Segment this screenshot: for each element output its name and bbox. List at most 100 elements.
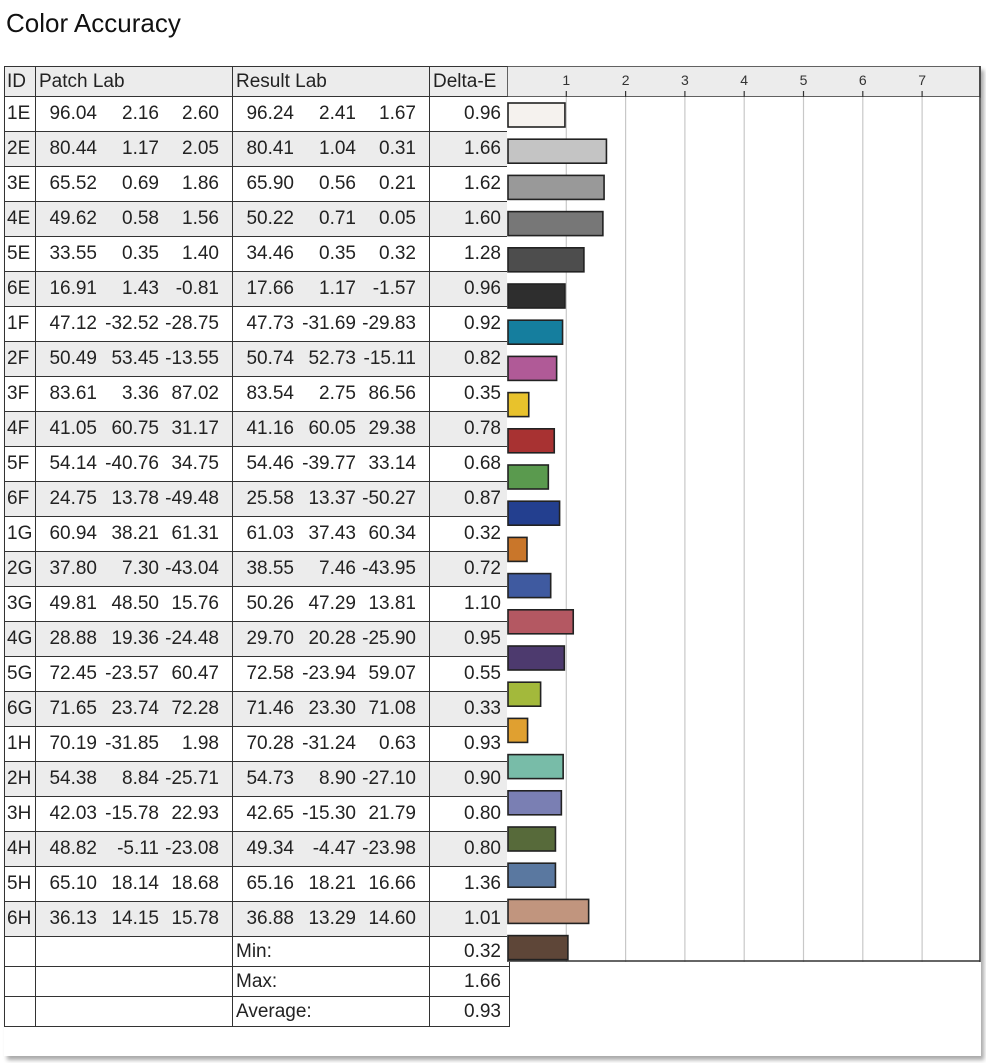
lab-value: 1.67: [379, 103, 416, 124]
lab-value: 60.94: [49, 523, 97, 544]
x-tick-label: 4: [740, 72, 748, 88]
lab-value: -5.11: [117, 838, 159, 859]
table-row: 2F 50.49 53.45 -13.55 50.74 52.73 -15.11 0.82: [4, 341, 510, 377]
lab-value: 13.81: [368, 593, 416, 614]
table-row: 6E 16.91 1.43 -0.81 17.66 1.17 -1.57 0.96: [4, 271, 510, 307]
bar-2G: [507, 572, 552, 599]
lab-value: 49.81: [49, 593, 97, 614]
lab-value: 1.04: [319, 138, 356, 159]
empty-cell: [35, 966, 233, 997]
summary-label: Min:: [232, 936, 430, 967]
result-lab-cell: 71.46 23.30 71.08: [232, 691, 430, 727]
patch-lab-cell: 36.13 14.15 15.78: [35, 901, 233, 937]
lab-value: 16.66: [368, 873, 416, 894]
table-row: 1E 96.04 2.16 2.60 96.24 2.41 1.67 0.96: [4, 96, 510, 132]
lab-value: 61.31: [171, 523, 219, 544]
table-row: 1G 60.94 38.21 61.31 61.03 37.43 60.34 0.32: [4, 516, 510, 552]
patch-lab-cell: 28.88 19.36 -24.48: [35, 621, 233, 657]
x-tick-label: 1: [562, 72, 570, 88]
lab-value: 47.29: [308, 593, 356, 614]
lab-value: 47.12: [49, 313, 97, 334]
result-lab-cell: 50.74 52.73 -15.11: [232, 341, 430, 377]
lab-value: -49.48: [165, 488, 219, 509]
patch-lab-cell: 70.19 -31.85 1.98: [35, 726, 233, 762]
delta-e-value: 0.68: [429, 446, 510, 482]
empty-cell: [4, 966, 36, 997]
delta-e-value: 1.62: [429, 166, 510, 202]
result-lab-cell: 50.22 0.71 0.05: [232, 201, 430, 237]
lab-value: 70.28: [246, 733, 294, 754]
lab-value: -32.52: [105, 313, 159, 334]
patch-lab-cell: 49.81 48.50 15.76: [35, 586, 233, 622]
x-tick-label: 6: [859, 72, 867, 88]
lab-value: 0.69: [122, 173, 159, 194]
lab-value: -27.10: [362, 768, 416, 789]
lab-value: 24.75: [49, 488, 97, 509]
bar-4E: [507, 210, 604, 237]
delta-e-value: 1.01: [429, 901, 510, 937]
lab-value: 18.14: [111, 873, 159, 894]
patch-lab-cell: 33.55 0.35 1.40: [35, 236, 233, 272]
bar-2F: [507, 355, 558, 382]
patch-id: 4F: [4, 411, 36, 447]
lab-value: 21.79: [368, 803, 416, 824]
lab-value: 20.28: [308, 628, 356, 649]
lab-value: 36.13: [49, 908, 97, 929]
lab-value: 0.71: [319, 208, 356, 229]
result-lab-cell: 96.24 2.41 1.67: [232, 96, 430, 132]
patch-id: 2E: [4, 131, 36, 167]
summary-label: Average:: [232, 996, 430, 1027]
empty-cell: [35, 996, 233, 1027]
bar-5G: [507, 681, 542, 708]
empty-cell: [35, 936, 233, 967]
delta-e-value: 0.87: [429, 481, 510, 517]
patch-lab-cell: 65.10 18.14 18.68: [35, 866, 233, 902]
bar-5F: [507, 464, 550, 490]
header-result-lab: Result Lab: [232, 66, 430, 97]
patch-id: 2H: [4, 761, 36, 797]
lab-value: 14.15: [111, 908, 159, 929]
lab-value: 50.26: [246, 593, 294, 614]
lab-value: 1.98: [182, 733, 219, 754]
patch-lab-cell: 41.05 60.75 31.17: [35, 411, 233, 447]
lab-value: 0.32: [379, 243, 416, 264]
table-row: 4F 41.05 60.75 31.17 41.16 60.05 29.38 0.78: [4, 411, 510, 447]
lab-value: -25.71: [165, 768, 219, 789]
lab-value: 1.86: [182, 173, 219, 194]
header-patch-lab: Patch Lab: [35, 66, 233, 97]
lab-value: 49.34: [246, 838, 294, 859]
summary-row: Min: 0.32: [4, 936, 510, 967]
lab-value: 34.75: [171, 453, 219, 474]
patch-lab-cell: 48.82 -5.11 -23.08: [35, 831, 233, 867]
delta-e-value: 0.55: [429, 656, 510, 692]
delta-e-value: 0.93: [429, 726, 510, 762]
lab-value: 1.40: [182, 243, 219, 264]
patch-id: 1F: [4, 306, 36, 342]
result-lab-cell: 61.03 37.43 60.34: [232, 516, 430, 552]
lab-value: -23.98: [362, 838, 416, 859]
patch-id: 4E: [4, 201, 36, 237]
result-lab-cell: 83.54 2.75 86.56: [232, 376, 430, 412]
empty-cell: [4, 996, 36, 1027]
patch-id: 4G: [4, 621, 36, 657]
table-header: ID Patch Lab Result Lab Delta-E: [4, 66, 510, 97]
delta-e-value: 0.78: [429, 411, 510, 447]
lab-value: 15.76: [171, 593, 219, 614]
lab-value: -0.81: [175, 278, 219, 299]
result-lab-cell: 50.26 47.29 13.81: [232, 586, 430, 622]
lab-value: 29.38: [368, 418, 416, 439]
lab-value: 83.54: [246, 383, 294, 404]
lab-value: 86.56: [368, 383, 416, 404]
lab-value: 60.47: [171, 663, 219, 684]
lab-value: -1.57: [372, 278, 416, 299]
lab-value: 72.28: [171, 698, 219, 719]
patch-lab-cell: 54.14 -40.76 34.75: [35, 446, 233, 482]
lab-value: 13.37: [308, 488, 356, 509]
patch-lab-cell: 50.49 53.45 -13.55: [35, 341, 233, 377]
lab-value: 83.61: [49, 383, 97, 404]
table-row: 2H 54.38 8.84 -25.71 54.73 8.90 -27.10 0.90: [4, 761, 510, 797]
lab-value: 8.90: [319, 768, 356, 789]
table-row: 5H 65.10 18.14 18.68 65.16 18.21 16.66 1.36: [4, 866, 510, 902]
bar-6E: [507, 283, 566, 309]
summary-row: Average: 0.93: [4, 996, 510, 1027]
